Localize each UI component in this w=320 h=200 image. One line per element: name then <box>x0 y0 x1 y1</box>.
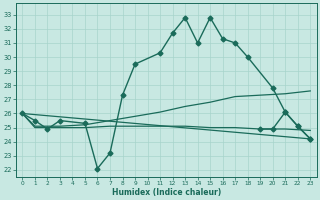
X-axis label: Humidex (Indice chaleur): Humidex (Indice chaleur) <box>112 188 221 197</box>
